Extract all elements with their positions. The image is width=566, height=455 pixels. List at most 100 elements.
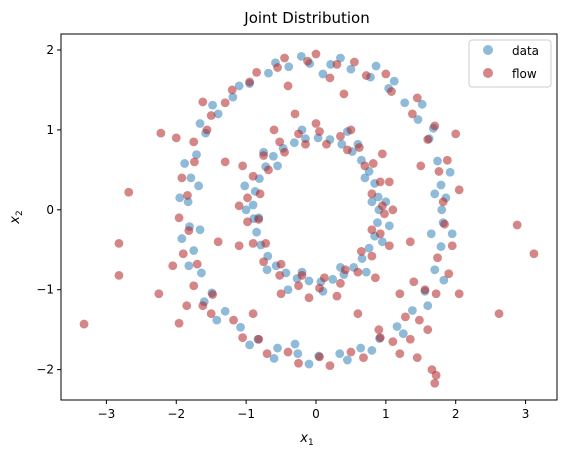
- point-data: [447, 229, 457, 239]
- point-flow: [332, 291, 342, 301]
- point-flow: [280, 53, 289, 63]
- point-flow: [367, 251, 377, 261]
- y-tick-label: −1: [36, 283, 54, 297]
- point-data: [356, 343, 366, 353]
- point-flow: [336, 131, 345, 141]
- point-data: [426, 229, 436, 239]
- point-flow: [276, 259, 286, 269]
- point-data: [377, 237, 387, 247]
- point-flow: [174, 213, 184, 223]
- point-flow: [377, 201, 387, 211]
- point-flow: [315, 283, 324, 293]
- point-flow: [381, 69, 391, 79]
- point-flow: [202, 125, 212, 135]
- x-tick-label: 1: [382, 407, 390, 421]
- point-flow: [192, 259, 202, 269]
- point-flow: [255, 189, 265, 199]
- chart-title: Joint Distribution: [243, 9, 369, 27]
- point-flow: [409, 277, 419, 287]
- point-flow: [189, 137, 199, 147]
- point-flow: [368, 159, 378, 168]
- y-tick-label: −2: [36, 363, 54, 377]
- y-tick-label: 1: [46, 123, 54, 137]
- point-flow: [444, 269, 454, 279]
- point-flow: [315, 352, 324, 362]
- point-flow: [427, 365, 437, 375]
- point-data: [177, 234, 187, 243]
- point-data: [413, 115, 423, 124]
- point-flow: [401, 312, 410, 322]
- point-flow: [283, 347, 293, 357]
- point-data: [245, 340, 255, 350]
- point-data: [318, 69, 328, 79]
- point-flow: [290, 109, 300, 119]
- point-flow: [303, 56, 312, 66]
- point-flow: [360, 161, 370, 171]
- point-flow: [177, 173, 187, 183]
- point-flow: [294, 358, 303, 368]
- point-flow: [124, 187, 134, 197]
- point-flow: [423, 135, 433, 144]
- point-data: [197, 268, 206, 278]
- point-flow: [346, 125, 356, 135]
- point-flow: [380, 209, 389, 219]
- y-tick-label: 0: [46, 203, 54, 217]
- point-flow: [340, 265, 350, 275]
- point-flow: [294, 281, 303, 291]
- point-flow: [339, 89, 349, 99]
- legend: data flow: [468, 39, 552, 88]
- point-flow: [319, 273, 329, 283]
- point-flow: [79, 319, 89, 329]
- point-data: [296, 51, 306, 61]
- point-data: [357, 254, 367, 263]
- point-flow: [171, 133, 181, 143]
- point-data: [439, 275, 449, 285]
- point-data: [208, 100, 217, 110]
- point-flow: [454, 185, 464, 195]
- point-flow: [433, 253, 442, 263]
- point-data: [417, 99, 427, 109]
- series-flow: [79, 49, 539, 388]
- point-flow: [512, 220, 522, 230]
- point-flow: [238, 333, 248, 343]
- point-flow: [259, 151, 268, 160]
- point-flow: [375, 333, 385, 343]
- point-flow: [359, 353, 368, 363]
- point-data: [367, 197, 377, 207]
- point-flow: [114, 270, 124, 280]
- x-tick-label: 3: [522, 407, 530, 421]
- point-data: [389, 76, 399, 86]
- x-tick-label: −2: [167, 407, 185, 421]
- point-flow: [405, 334, 415, 344]
- point-flow: [423, 325, 433, 335]
- point-data: [192, 150, 201, 160]
- x-axis: −3 −2 −1 0 1 2 3: [98, 400, 530, 421]
- point-flow: [353, 267, 363, 277]
- point-flow: [248, 171, 258, 181]
- point-flow: [243, 193, 252, 203]
- point-flow: [384, 177, 394, 187]
- point-data: [234, 81, 244, 91]
- point-flow: [451, 129, 461, 139]
- point-data: [343, 355, 352, 365]
- point-flow: [283, 81, 293, 91]
- point-flow: [370, 273, 380, 283]
- point-flow: [275, 270, 285, 280]
- point-flow: [262, 349, 272, 359]
- point-flow: [395, 289, 405, 299]
- point-flow: [189, 281, 199, 291]
- point-data: [240, 181, 250, 191]
- point-flow: [198, 97, 208, 107]
- point-flow: [238, 161, 248, 171]
- point-flow: [213, 237, 223, 247]
- point-data: [400, 98, 410, 108]
- point-flow: [294, 129, 303, 139]
- point-flow: [416, 161, 426, 171]
- point-flow: [375, 177, 385, 187]
- point-flow: [434, 167, 444, 176]
- point-flow: [412, 93, 422, 103]
- point-flow: [315, 127, 324, 136]
- point-flow: [336, 278, 345, 288]
- x-tick-label: 0: [312, 407, 320, 421]
- point-flow: [245, 77, 255, 87]
